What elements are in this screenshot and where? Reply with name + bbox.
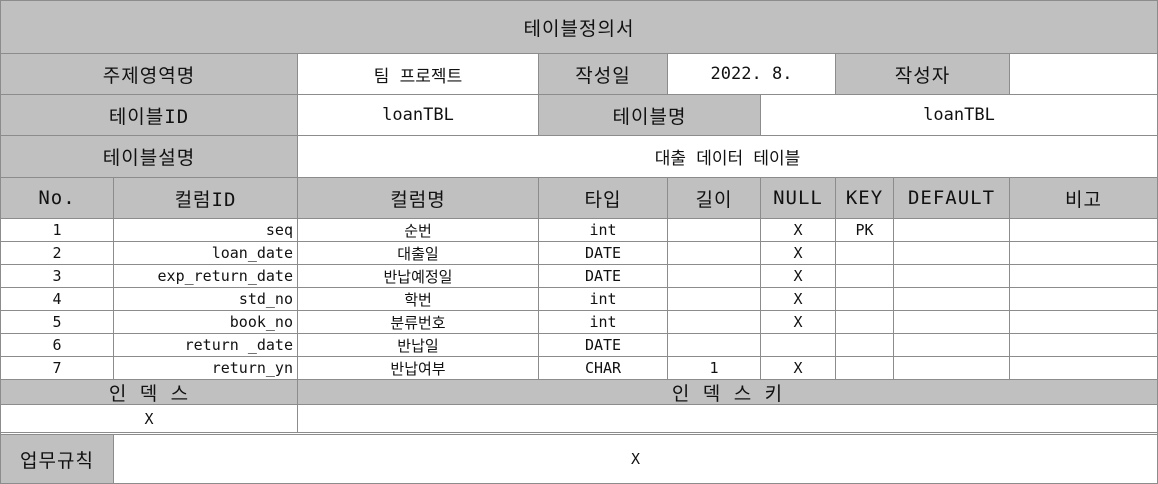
row-2-type[interactable]: DATE <box>539 242 668 265</box>
row-6-default[interactable] <box>894 334 1010 357</box>
index-value[interactable]: X <box>0 405 298 433</box>
row-1-col-name[interactable]: 순번 <box>298 219 539 242</box>
row-2-length[interactable] <box>668 242 761 265</box>
row-1-col-id[interactable]: seq <box>114 219 298 242</box>
header-key[interactable]: KEY <box>836 178 894 219</box>
row-7-col-name[interactable]: 반납여부 <box>298 357 539 380</box>
row-1-key[interactable]: PK <box>836 219 894 242</box>
table-name-value[interactable]: loanTBL <box>761 95 1158 136</box>
table-name-label[interactable]: 테이블명 <box>539 95 761 136</box>
table-desc-value[interactable]: 대출 데이터 테이블 <box>298 136 1158 178</box>
row-7-type[interactable]: CHAR <box>539 357 668 380</box>
header-null[interactable]: NULL <box>761 178 836 219</box>
date-label[interactable]: 작성일 <box>539 54 668 95</box>
row-3-null[interactable]: X <box>761 265 836 288</box>
row-5-length[interactable] <box>668 311 761 334</box>
subject-value[interactable]: 팀 프로젝트 <box>298 54 539 95</box>
row-5-note[interactable] <box>1010 311 1158 334</box>
row-6-col-id[interactable]: return _date <box>114 334 298 357</box>
row-3-note[interactable] <box>1010 265 1158 288</box>
table-id-value[interactable]: loanTBL <box>298 95 539 136</box>
row-1-no[interactable]: 1 <box>0 219 114 242</box>
business-rule-label[interactable]: 업무규칙 <box>0 435 114 484</box>
author-value[interactable] <box>1010 54 1158 95</box>
row-1-type[interactable]: int <box>539 219 668 242</box>
row-7-length[interactable]: 1 <box>668 357 761 380</box>
row-4-col-id[interactable]: std_no <box>114 288 298 311</box>
row-3-key[interactable] <box>836 265 894 288</box>
header-length[interactable]: 길이 <box>668 178 761 219</box>
row-4-default[interactable] <box>894 288 1010 311</box>
row-1-note[interactable] <box>1010 219 1158 242</box>
business-rule-value[interactable]: X <box>114 435 1158 484</box>
row-7-note[interactable] <box>1010 357 1158 380</box>
row-5-default[interactable] <box>894 311 1010 334</box>
row-1-null[interactable]: X <box>761 219 836 242</box>
table-desc-label[interactable]: 테이블설명 <box>0 136 298 178</box>
row-2-key[interactable] <box>836 242 894 265</box>
row-7-col-id[interactable]: return_yn <box>114 357 298 380</box>
row-1-default[interactable] <box>894 219 1010 242</box>
index-key-label[interactable]: 인 덱 스 키 <box>298 380 1158 405</box>
header-note[interactable]: 비고 <box>1010 178 1158 219</box>
row-5-no[interactable]: 5 <box>0 311 114 334</box>
row-4-null[interactable]: X <box>761 288 836 311</box>
header-type[interactable]: 타입 <box>539 178 668 219</box>
row-4-col-name[interactable]: 학번 <box>298 288 539 311</box>
row-5-col-name[interactable]: 분류번호 <box>298 311 539 334</box>
row-3-col-id[interactable]: exp_return_date <box>114 265 298 288</box>
row-2-default[interactable] <box>894 242 1010 265</box>
row-3-length[interactable] <box>668 265 761 288</box>
row-6-key[interactable] <box>836 334 894 357</box>
row-7-default[interactable] <box>894 357 1010 380</box>
date-value[interactable]: 2022. 8. <box>668 54 836 95</box>
row-5-key[interactable] <box>836 311 894 334</box>
row-3-no[interactable]: 3 <box>0 265 114 288</box>
row-2-null[interactable]: X <box>761 242 836 265</box>
table-id-label[interactable]: 테이블ID <box>0 95 298 136</box>
header-no[interactable]: No. <box>0 178 114 219</box>
row-5-null[interactable]: X <box>761 311 836 334</box>
row-2-no[interactable]: 2 <box>0 242 114 265</box>
row-4-note[interactable] <box>1010 288 1158 311</box>
row-2-note[interactable] <box>1010 242 1158 265</box>
row-6-length[interactable] <box>668 334 761 357</box>
row-6-null[interactable] <box>761 334 836 357</box>
row-1-length[interactable] <box>668 219 761 242</box>
row-2-col-name[interactable]: 대출일 <box>298 242 539 265</box>
row-2-col-id[interactable]: loan_date <box>114 242 298 265</box>
row-7-key[interactable] <box>836 357 894 380</box>
header-col-name[interactable]: 컬럼명 <box>298 178 539 219</box>
row-3-default[interactable] <box>894 265 1010 288</box>
row-3-type[interactable]: DATE <box>539 265 668 288</box>
row-4-type[interactable]: int <box>539 288 668 311</box>
row-5-col-id[interactable]: book_no <box>114 311 298 334</box>
row-6-no[interactable]: 6 <box>0 334 114 357</box>
subject-label[interactable]: 주제영역명 <box>0 54 298 95</box>
row-6-type[interactable]: DATE <box>539 334 668 357</box>
row-7-null[interactable]: X <box>761 357 836 380</box>
row-4-key[interactable] <box>836 288 894 311</box>
row-7-no[interactable]: 7 <box>0 357 114 380</box>
row-4-length[interactable] <box>668 288 761 311</box>
row-6-col-name[interactable]: 반납일 <box>298 334 539 357</box>
row-4-no[interactable]: 4 <box>0 288 114 311</box>
row-5-type[interactable]: int <box>539 311 668 334</box>
sheet-title[interactable]: 테이블정의서 <box>0 0 1158 54</box>
header-default[interactable]: DEFAULT <box>894 178 1010 219</box>
header-col-id[interactable]: 컬럼ID <box>114 178 298 219</box>
row-6-note[interactable] <box>1010 334 1158 357</box>
author-label[interactable]: 작성자 <box>836 54 1010 95</box>
index-label[interactable]: 인 덱 스 <box>0 380 298 405</box>
index-key-value[interactable] <box>298 405 1158 433</box>
row-3-col-name[interactable]: 반납예정일 <box>298 265 539 288</box>
